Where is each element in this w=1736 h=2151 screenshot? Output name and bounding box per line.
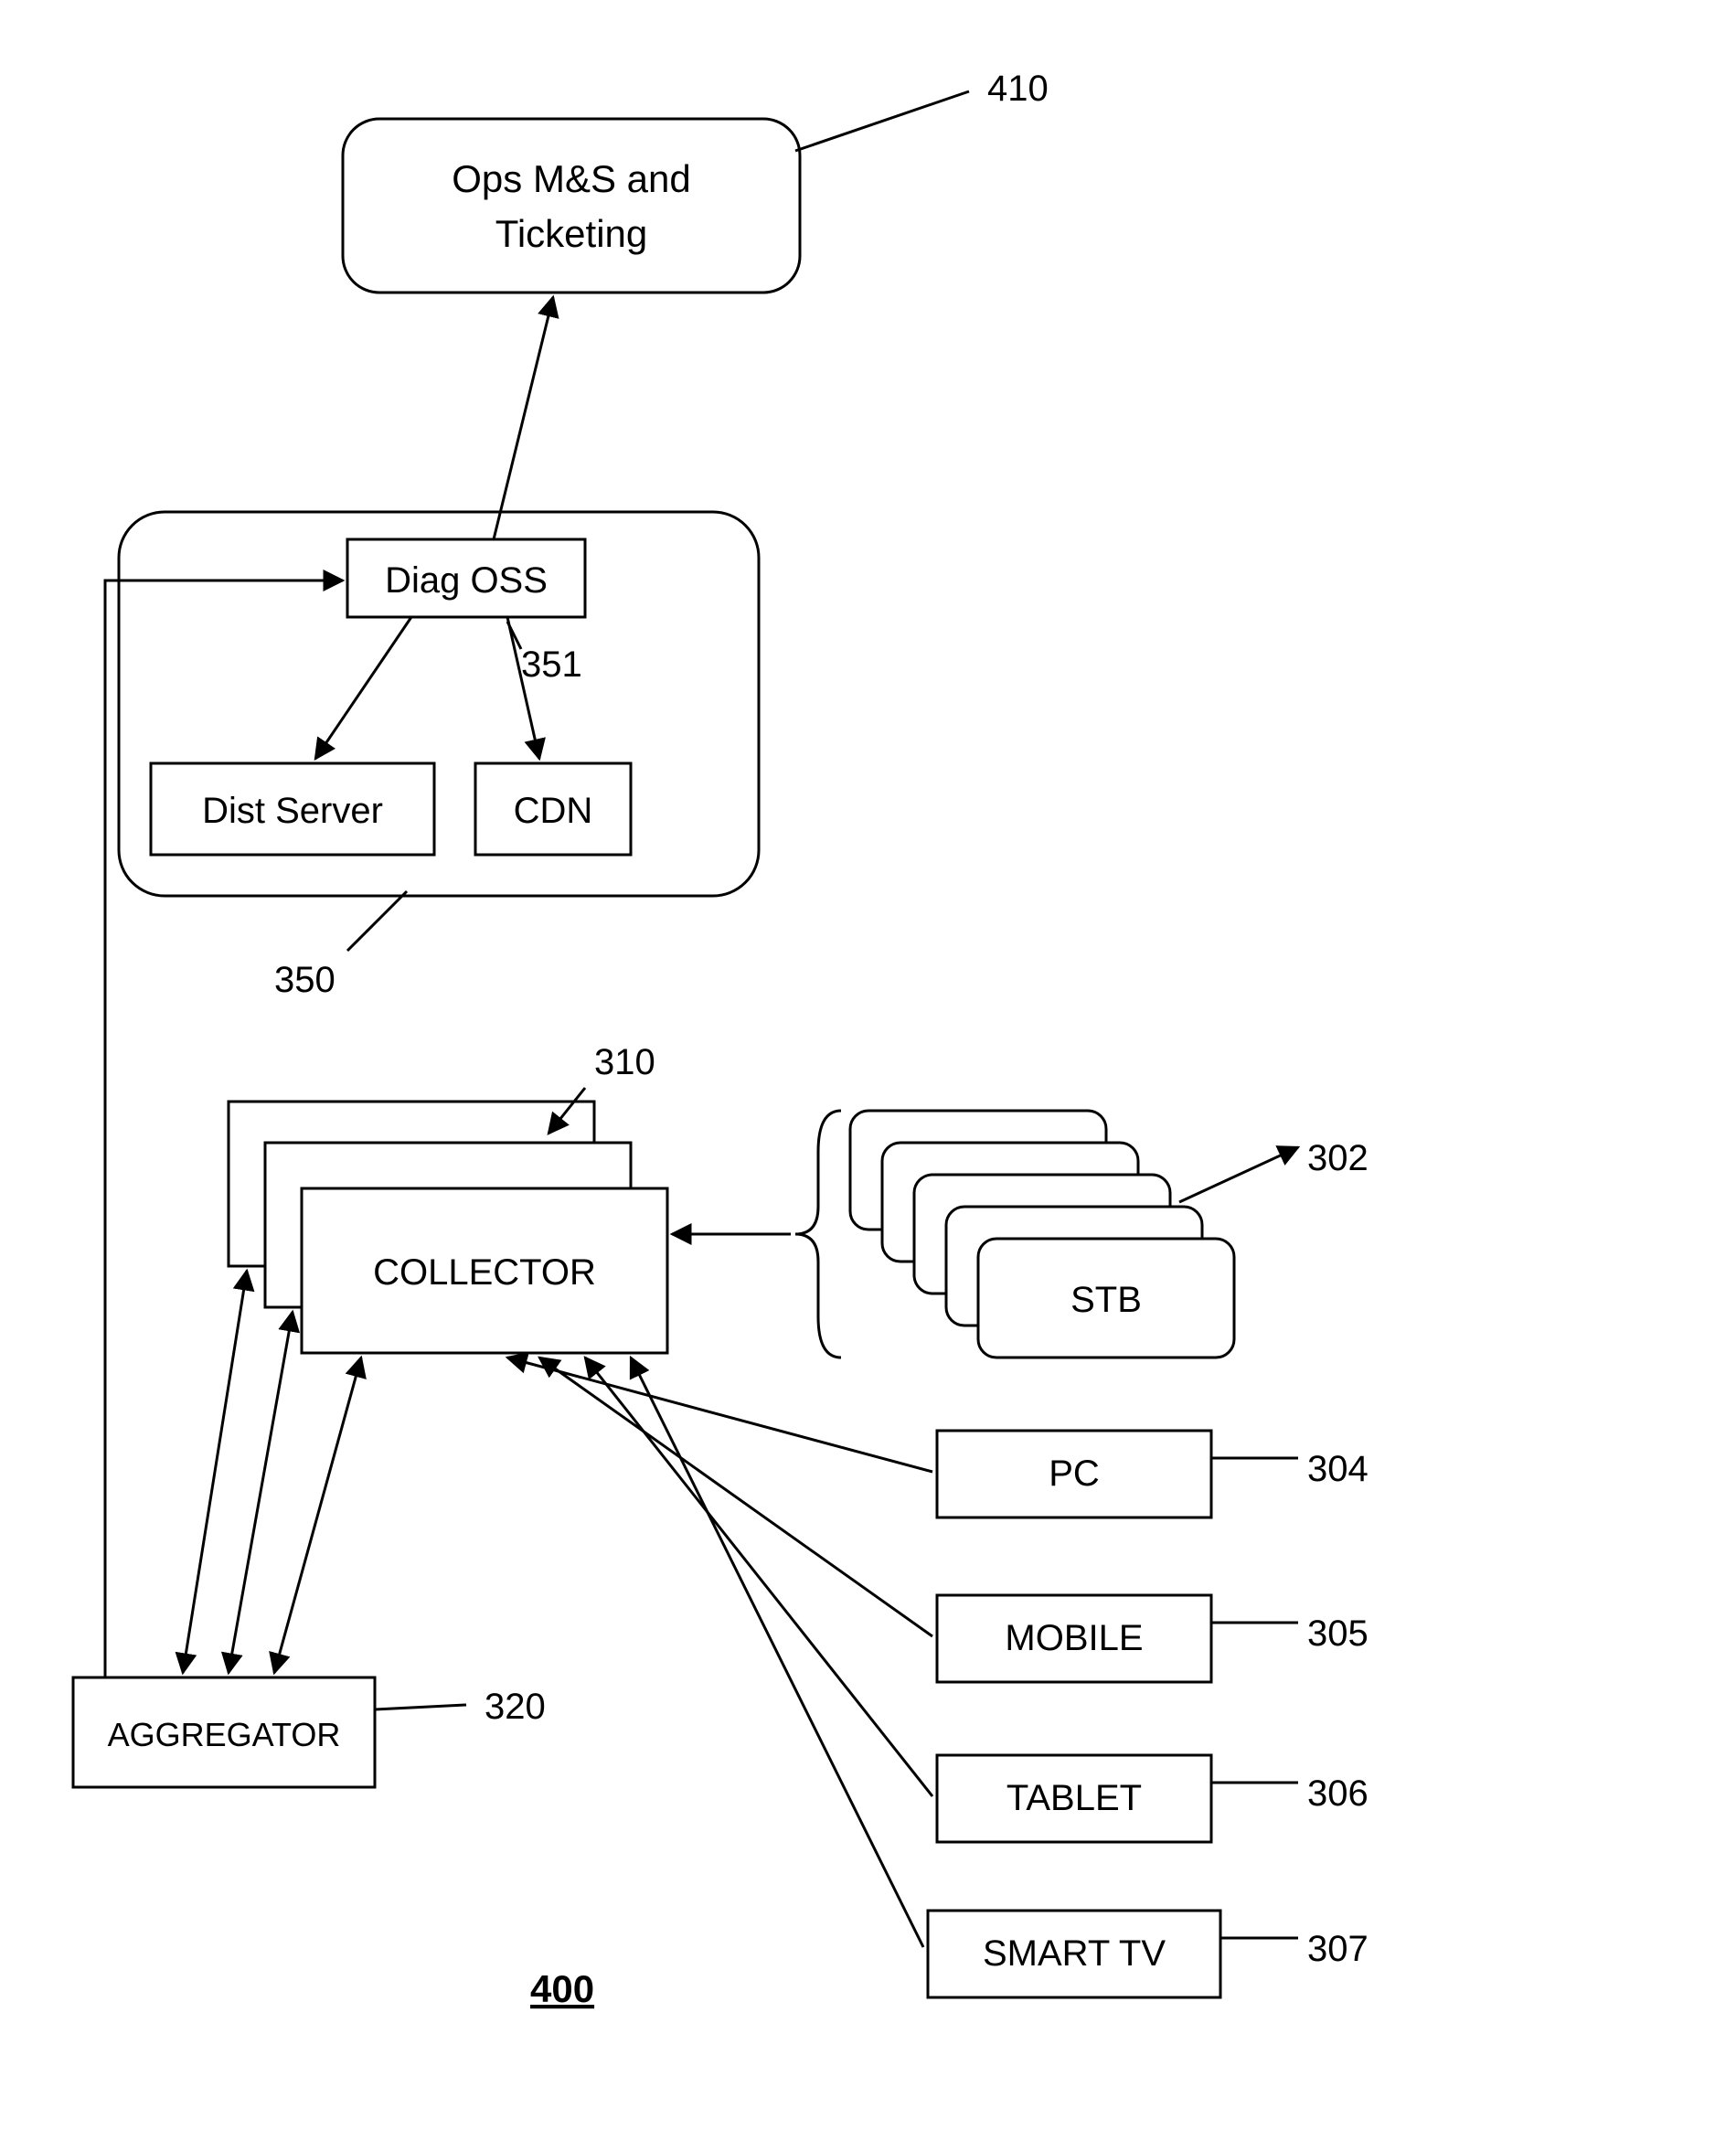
ref-320: 320 — [485, 1687, 546, 1727]
diagram-canvas: Ops M&S and Ticketing 410 350 Diag OSS 3… — [0, 0, 1736, 2151]
ops-line2: Ticketing — [495, 212, 648, 255]
node-smarttv: SMART TV — [928, 1911, 1220, 1997]
edge-tablet-collector — [585, 1358, 932, 1796]
mobile-label: MOBILE — [1005, 1618, 1143, 1658]
edge-col1-agg — [183, 1271, 247, 1673]
ref-302: 302 — [1307, 1138, 1369, 1178]
aggregator-label: AGGREGATOR — [108, 1716, 341, 1753]
leader-410 — [795, 91, 969, 151]
node-dist-server: Dist Server — [151, 763, 434, 855]
smarttv-label: SMART TV — [983, 1933, 1166, 1974]
edge-col3-agg — [274, 1358, 361, 1673]
ref-350: 350 — [274, 960, 335, 1000]
node-ops: Ops M&S and Ticketing — [343, 119, 800, 293]
ref-306: 306 — [1307, 1773, 1369, 1814]
stb-brace — [795, 1111, 841, 1358]
node-collector-stack: COLLECTOR — [229, 1102, 667, 1353]
pc-label: PC — [1049, 1454, 1100, 1494]
node-pc: PC — [937, 1431, 1211, 1517]
edge-smarttv-collector — [631, 1358, 923, 1947]
figure-label: 400 — [530, 1967, 594, 2010]
ref-304: 304 — [1307, 1449, 1369, 1489]
node-mobile: MOBILE — [937, 1595, 1211, 1682]
diag-oss-label: Diag OSS — [385, 560, 548, 601]
ref-307: 307 — [1307, 1929, 1369, 1969]
node-tablet: TABLET — [937, 1755, 1211, 1842]
ref-351: 351 — [521, 644, 582, 685]
ref-310: 310 — [594, 1042, 655, 1082]
node-aggregator: AGGREGATOR — [73, 1677, 375, 1787]
edge-col2-agg — [229, 1312, 293, 1673]
ops-line1: Ops M&S and — [452, 157, 690, 200]
edge-diag-to-ops — [494, 297, 553, 539]
leader-320 — [375, 1705, 466, 1709]
ref-410: 410 — [987, 69, 1049, 109]
dist-label: Dist Server — [202, 791, 383, 831]
edge-pc-collector — [507, 1358, 932, 1472]
edge-mobile-collector — [539, 1358, 932, 1636]
node-diag-oss: Diag OSS — [347, 539, 585, 617]
leader-302 — [1179, 1147, 1298, 1202]
stb-label: STB — [1070, 1280, 1142, 1320]
ref-305: 305 — [1307, 1613, 1369, 1654]
tablet-label: TABLET — [1006, 1778, 1142, 1818]
collector-label: COLLECTOR — [373, 1252, 596, 1293]
cdn-label: CDN — [514, 791, 593, 831]
node-cdn: CDN — [475, 763, 631, 855]
node-stb-stack: STB — [850, 1111, 1234, 1358]
leader-350 — [347, 891, 407, 951]
